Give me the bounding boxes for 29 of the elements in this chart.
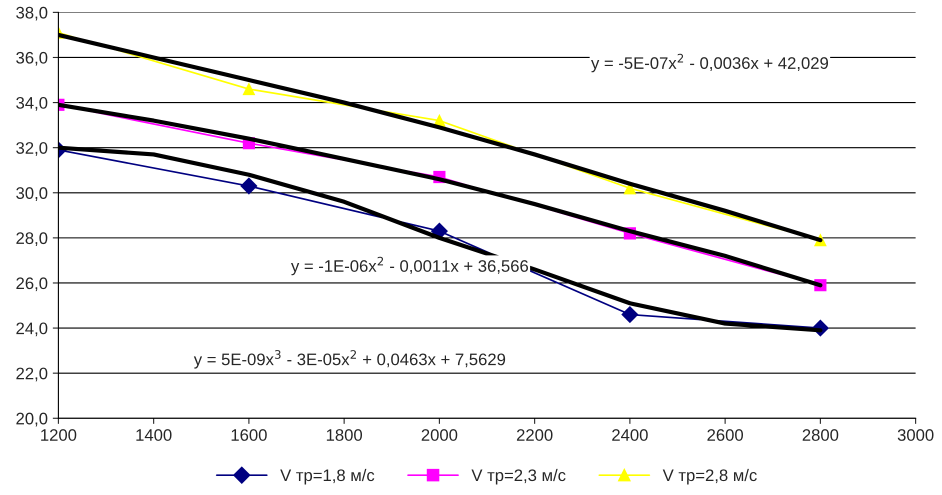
- x-tick-label: 2000: [422, 429, 458, 441]
- y-tick-label: 24,0: [16, 322, 48, 336]
- legend-label: V тр=2,8 м/с: [662, 468, 757, 484]
- annotation: y = -5E-07x$^{2}$ - 0,0036x + 42,029: [591, 54, 828, 72]
- y-tick-label: 30,0: [16, 187, 48, 201]
- x-tick-label: 1600: [232, 429, 267, 441]
- point: [240, 178, 258, 194]
- annotation: y = -1E-06x$^{2}$ - 0,0011x + 36,566: [290, 256, 528, 276]
- legend-label: V тр=1,8 м/с: [280, 468, 374, 484]
- x-tick-label: 3000: [898, 429, 934, 441]
- y-tick-label: 28,0: [16, 232, 48, 246]
- annotation: y = 5E-09x$^{3}$ - 3E-05x$^{2}$ + 0,0463x + 7,5629: [194, 350, 506, 369]
- x-tick-label: 2600: [707, 429, 744, 441]
- x-tick-label: 2400: [612, 429, 648, 441]
- point: [622, 306, 638, 323]
- y-tick-label: 34,0: [16, 96, 48, 111]
- x-tick-label: 1800: [326, 429, 362, 441]
- x-tick-label: 1200: [41, 429, 76, 441]
- legend-label: V тр=2,3 м/с: [471, 468, 566, 484]
- y-tick-label: 36,0: [16, 52, 48, 66]
- x-tick-label: 2800: [802, 429, 838, 441]
- y-tick-label: 20,0: [16, 412, 48, 426]
- point: [242, 82, 255, 96]
- y-tick-label: 32,0: [16, 142, 48, 156]
- y-tick-label: 38,0: [16, 6, 48, 21]
- y-tick-label: 22,0: [16, 368, 48, 382]
- y-tick-label: 26,0: [16, 277, 48, 292]
- x-tick-label: 1400: [136, 429, 172, 441]
- x-tick-label: 2200: [516, 429, 553, 441]
